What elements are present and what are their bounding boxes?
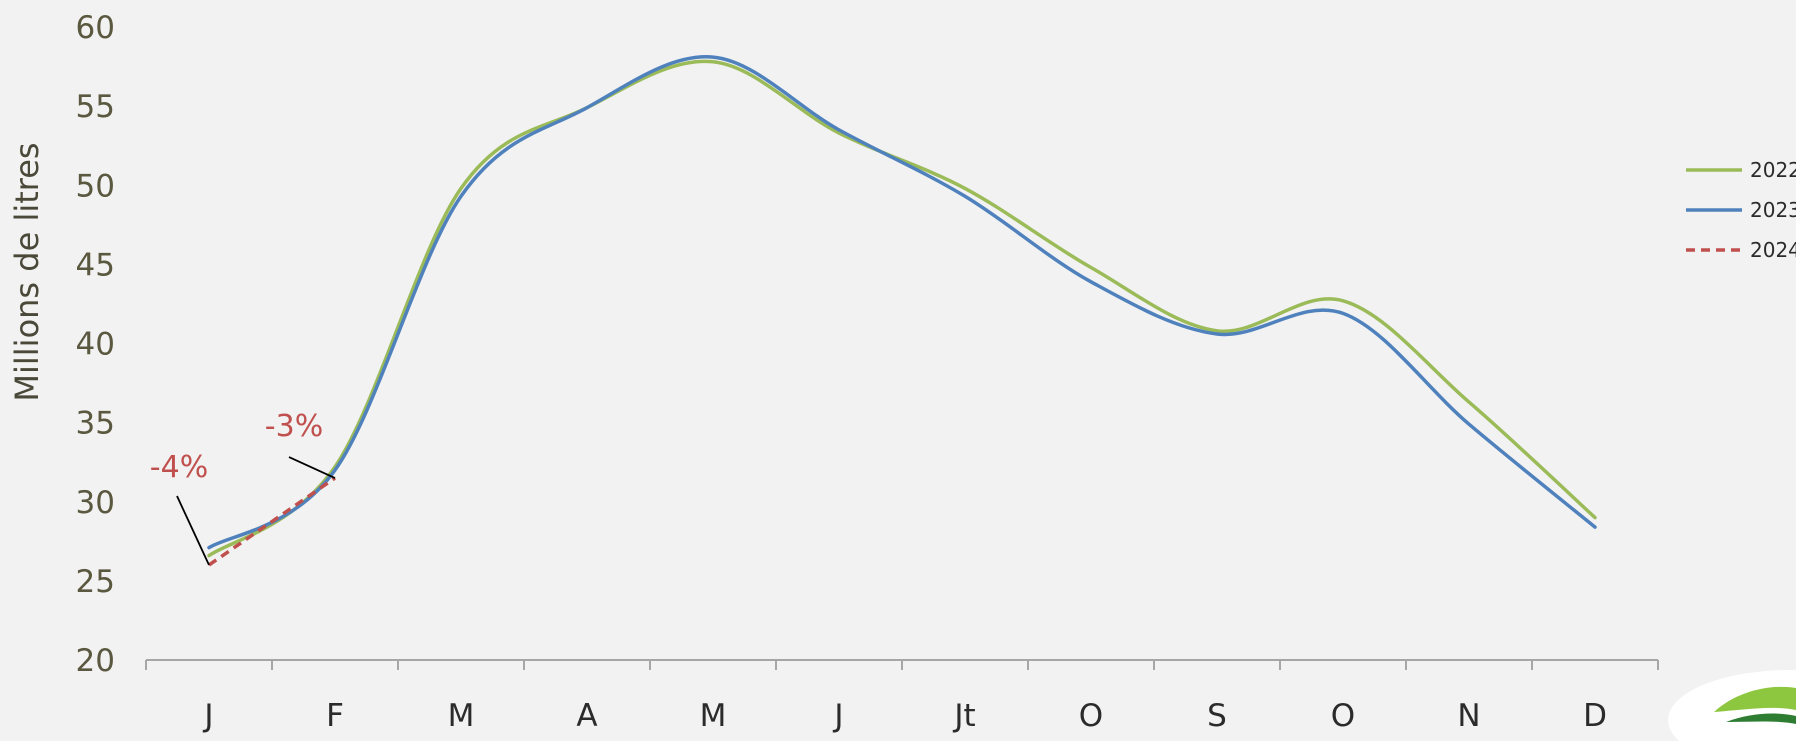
x-tick-label: M [700, 698, 727, 734]
annotations: -4% -3% [150, 409, 336, 566]
legend-entry-2022: 2022 [1750, 158, 1796, 182]
x-tick-label: N [1457, 698, 1480, 734]
y-axis-ticks: 20 25 30 35 40 45 50 55 60 [76, 10, 115, 679]
series-line-2024 [208, 476, 336, 567]
x-tick-label: A [576, 698, 597, 734]
annotation-leader-line [176, 495, 210, 566]
series-layer [207, 55, 1597, 567]
x-axis: J F M A M J Jt O S O N D [145, 659, 1659, 734]
x-tick-label: M [448, 698, 475, 734]
x-tick-label: D [1583, 698, 1607, 734]
x-tick-label: O [1079, 698, 1103, 734]
y-tick-label: 40 [76, 327, 115, 363]
legend-entry-2024: 2024 [1750, 238, 1796, 262]
legend-entry-2023: 2023 [1750, 198, 1796, 222]
series-line-2022 [207, 59, 1597, 558]
series-line-2023 [207, 55, 1597, 550]
x-tick-label: F [326, 698, 344, 734]
logo-icon [1668, 670, 1796, 741]
annotation-label: -3% [265, 409, 323, 444]
annotation-leader-line [288, 456, 336, 479]
y-tick-label: 30 [76, 485, 115, 521]
x-tick-label: Jt [952, 698, 975, 734]
annotation-label: -4% [150, 450, 208, 485]
x-tick-label: S [1207, 698, 1227, 734]
y-tick-label: 20 [76, 643, 115, 679]
y-tick-label: 60 [76, 10, 115, 46]
legend: 2022 2023 2024 [1686, 158, 1796, 262]
y-tick-label: 50 [76, 168, 115, 204]
y-tick-label: 55 [76, 89, 115, 125]
x-tick-label: J [832, 698, 843, 734]
y-tick-label: 35 [76, 406, 115, 442]
y-tick-label: 45 [76, 247, 115, 283]
x-tick-label: J [202, 698, 213, 734]
x-tick-label: O [1331, 698, 1355, 734]
y-axis-label: Millions de litres [8, 142, 46, 401]
y-tick-label: 25 [76, 564, 115, 600]
